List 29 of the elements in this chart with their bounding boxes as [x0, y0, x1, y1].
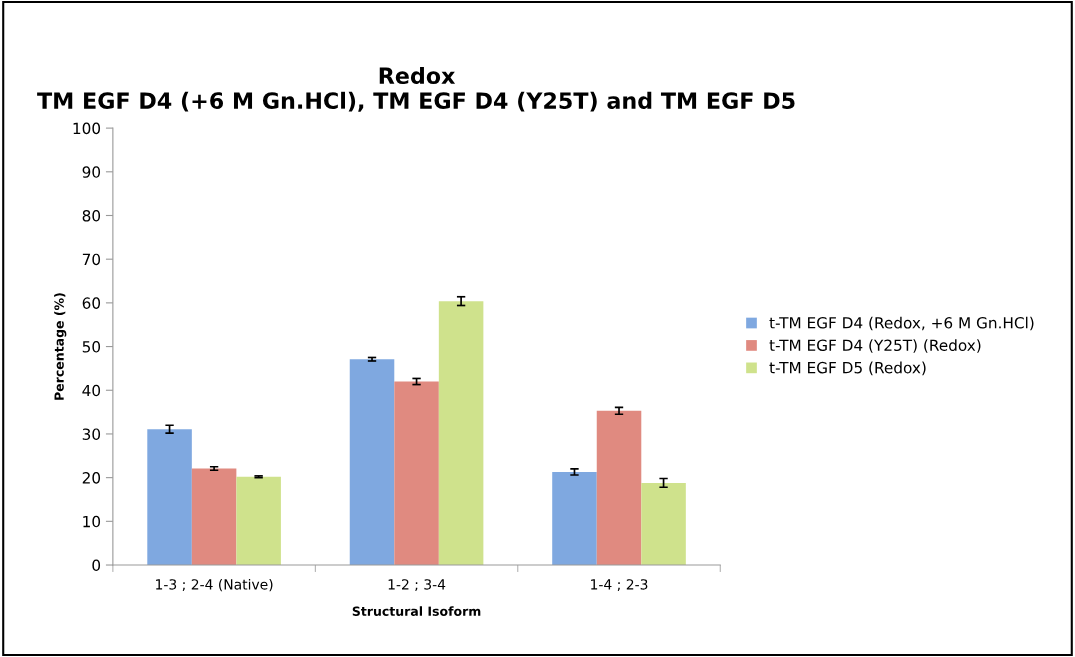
legend-label: t-TM EGF D4 (Redox, +6 M Gn.HCl)	[769, 316, 1034, 331]
y-tick-label: 50	[82, 341, 101, 353]
x-tick-label: 1-2 ; 3-4	[388, 579, 446, 592]
legend-label: t-TM EGF D4 (Y25T) (Redox)	[769, 339, 981, 353]
bar	[394, 381, 439, 566]
bar	[438, 301, 484, 566]
y-tick-label: 30	[82, 428, 101, 440]
bar	[191, 468, 237, 566]
y-tick-label: 40	[82, 384, 101, 397]
bar	[552, 471, 597, 566]
bar	[641, 482, 686, 566]
x-tick-label: 1-3 ; 2-4 (Native)	[156, 578, 273, 592]
y-axis-title: Percentage (%)	[54, 293, 67, 400]
bar	[596, 410, 642, 566]
x-tick-label: 1-4 ; 2-3	[591, 579, 648, 592]
bar	[147, 429, 192, 566]
y-tick-label: 100	[73, 122, 101, 135]
y-tick-label: 60	[82, 297, 101, 309]
y-tick-label: 10	[83, 515, 101, 528]
bar	[236, 476, 281, 566]
y-tick-label: 80	[82, 209, 101, 222]
y-tick-label: 20	[82, 472, 101, 484]
chart-title: Redox TM EGF D4 (+6 M Gn.HCl), TM EGF D4 (Y25T) and TM EGF D5	[37, 66, 795, 112]
legend-label: t-TM EGF D5 (Redox)	[769, 361, 926, 376]
y-tick-label: 70	[82, 253, 101, 266]
bar	[349, 359, 395, 566]
y-tick-label: 90	[82, 166, 101, 178]
x-axis-title: Structural Isoform	[352, 606, 481, 616]
y-tick-label: 0	[92, 559, 101, 572]
